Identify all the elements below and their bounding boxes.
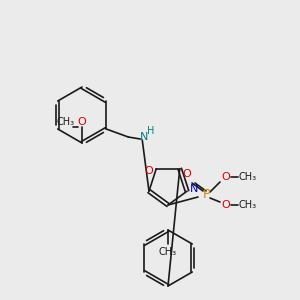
Text: O: O <box>222 200 230 210</box>
Text: CH₃: CH₃ <box>239 200 257 210</box>
Text: H: H <box>147 126 154 136</box>
Text: CH₃: CH₃ <box>159 247 177 257</box>
Text: N: N <box>190 184 198 194</box>
Text: CH₃: CH₃ <box>57 117 75 127</box>
Text: O: O <box>78 117 86 127</box>
Text: N: N <box>140 132 148 142</box>
Text: CH₃: CH₃ <box>239 172 257 182</box>
Text: O: O <box>145 166 154 176</box>
Text: O: O <box>183 169 191 179</box>
Text: O: O <box>222 172 230 182</box>
Text: P: P <box>202 188 210 202</box>
